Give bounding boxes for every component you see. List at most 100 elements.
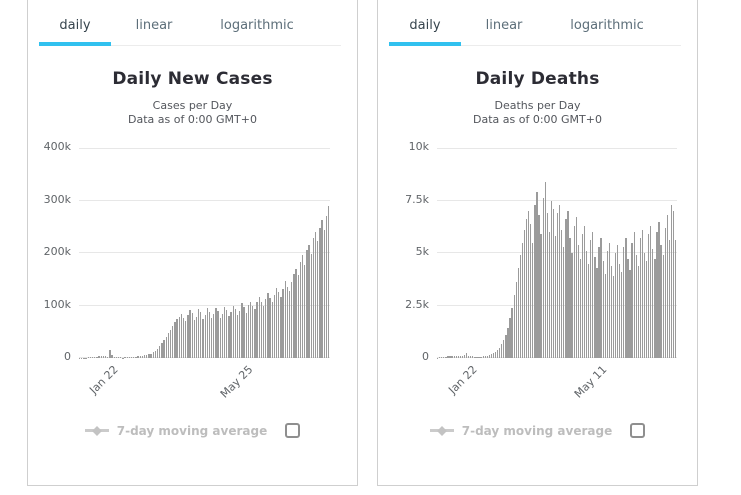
tab-logarithmic[interactable]: logarithmic [570,18,644,33]
bar [511,307,513,358]
tab-linear[interactable]: linear [135,18,173,33]
bar [534,204,536,358]
y-axis-label: 400k [43,140,71,153]
bar [221,313,224,358]
tab-linear[interactable]: linear [485,18,523,33]
bar [304,264,306,358]
bar [515,282,517,358]
gridline [437,148,677,149]
bar [152,352,154,358]
bar [310,254,312,358]
bar [523,229,526,358]
bar [306,250,308,358]
bar [455,355,457,358]
bar [465,352,468,358]
bar [271,302,273,358]
bar [625,238,627,358]
bar [546,213,548,358]
bar [519,255,522,358]
bar [451,356,453,358]
daily-deaths-panel: daily linear logarithmic Daily Deaths De… [377,0,698,486]
bar [594,257,596,358]
bar [447,356,449,358]
gridline [79,148,330,149]
bar [178,316,180,358]
bar [100,356,102,358]
bar [245,312,247,358]
bar [470,356,472,358]
tab-logarithmic[interactable]: logarithmic [220,18,294,33]
tab-daily[interactable]: daily [389,9,461,46]
chart-subtitle-line2: Data as of 0:00 GMT+0 [473,113,602,126]
bar [226,310,228,358]
bar [159,345,161,358]
bar [243,307,245,358]
bar [275,287,278,358]
bar [295,268,297,358]
bar [501,344,503,358]
bar [169,329,172,358]
bar [314,232,317,358]
bar [148,354,150,358]
bar [308,244,310,358]
bar [441,357,443,358]
bar [204,315,206,358]
bar [571,253,573,358]
y-axis-label: 0 [422,350,429,363]
bar [135,356,137,358]
chart-tabs: daily linear logarithmic [39,9,341,46]
chart-subtitle: Cases per Day Data as of 0:00 GMT+0 [28,99,357,127]
bar [128,357,131,358]
legend-label[interactable]: 7-day moving average [116,423,268,438]
bar [540,234,542,358]
bar [230,312,232,358]
bar [185,320,187,358]
moving-average-line-icon [84,429,109,432]
bar [273,295,276,358]
bar [79,357,81,358]
bar [249,301,252,358]
chart-title: Daily New Cases [112,69,273,89]
bar [210,318,213,358]
bar [588,263,590,358]
bar [637,265,639,358]
bar [635,255,637,358]
bar [206,308,208,358]
bar [219,317,221,358]
bar [565,219,567,358]
bar [585,250,588,358]
bar [627,259,629,358]
bar [461,355,464,358]
bar [321,220,323,358]
bar [139,356,141,358]
bar [297,275,299,358]
bar [552,208,555,358]
bar [120,357,122,358]
bar [437,357,439,358]
bar [213,314,215,358]
legend-label[interactable]: 7-day moving average [461,423,613,438]
bar [323,230,325,358]
chart-subtitle-line1: Deaths per Day [494,99,581,112]
bar [554,236,557,358]
bar [91,356,94,358]
bar [98,356,100,358]
bar [654,259,656,358]
bar [542,198,544,358]
bar [459,355,462,358]
legend: 7-day moving average [378,423,697,438]
x-axis-label: Jan 22 [445,363,480,397]
bar [217,311,219,358]
bar [575,217,577,358]
bar [223,306,226,358]
bar [521,242,524,358]
bar [126,357,128,358]
bar [198,309,200,358]
moving-average-checkbox[interactable] [285,423,301,438]
tab-daily[interactable]: daily [39,9,111,46]
bar [325,215,327,358]
bar [445,356,447,358]
x-axis-label: May 25 [218,363,256,401]
moving-average-checkbox[interactable] [630,423,646,438]
chart-subtitle: Deaths per Day Data as of 0:00 GMT+0 [378,99,697,127]
